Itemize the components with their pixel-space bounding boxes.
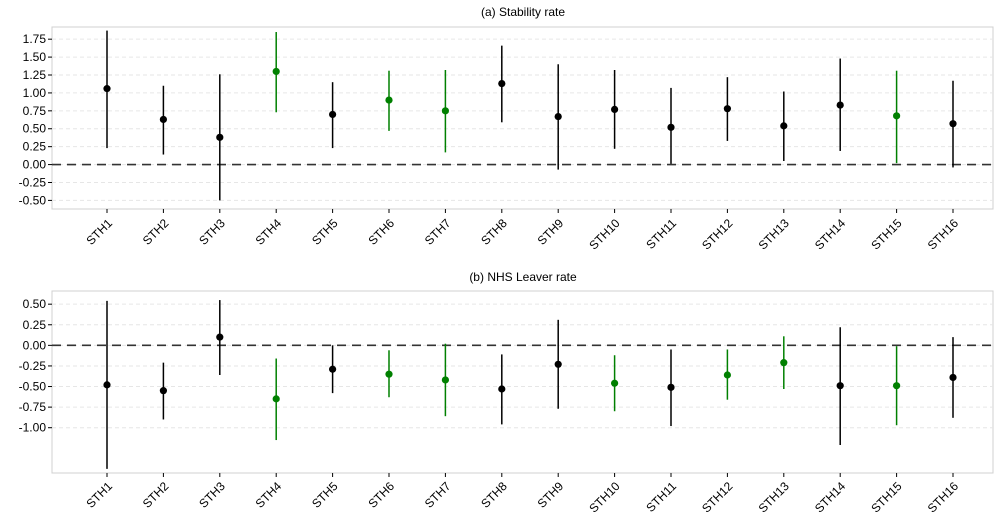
point-estimate bbox=[498, 80, 506, 88]
category-label: STH8 bbox=[478, 479, 510, 511]
y-tick-label: 0.00 bbox=[23, 338, 47, 352]
point-estimate bbox=[329, 110, 337, 119]
category-label: STH2 bbox=[140, 216, 172, 248]
category-label: STH5 bbox=[309, 479, 341, 511]
point-estimate bbox=[780, 359, 788, 367]
category-label: STH2 bbox=[140, 479, 172, 511]
y-tick-label: -0.50 bbox=[19, 193, 47, 207]
point-estimate bbox=[103, 85, 111, 93]
y-tick-label: 0.50 bbox=[23, 122, 47, 136]
point-estimate bbox=[667, 123, 675, 131]
category-label: STH1 bbox=[83, 216, 115, 248]
category-label: STH1 bbox=[83, 479, 115, 511]
plot-frame bbox=[51, 26, 994, 210]
category-label: STH9 bbox=[535, 216, 567, 248]
point-estimate bbox=[723, 371, 732, 379]
category-label: STH10 bbox=[586, 216, 623, 253]
point-estimate bbox=[893, 112, 901, 120]
point-estimate bbox=[949, 120, 957, 128]
y-tick-label: 1.50 bbox=[23, 50, 47, 64]
category-label: STH11 bbox=[643, 216, 679, 252]
y-tick-label: 1.25 bbox=[23, 68, 47, 82]
y-tick-label: 1.00 bbox=[23, 86, 47, 100]
category-label: STH12 bbox=[699, 216, 736, 253]
y-tick-label: 0.50 bbox=[23, 297, 47, 311]
panel-a-title: (a) Stability rate bbox=[481, 5, 565, 19]
category-label: STH16 bbox=[925, 216, 962, 253]
point-estimate bbox=[554, 112, 562, 121]
point-estimate bbox=[554, 360, 562, 368]
point-estimate bbox=[836, 101, 844, 109]
point-estimate bbox=[611, 105, 619, 114]
y-tick-label: 0.00 bbox=[23, 158, 47, 172]
point-estimate bbox=[836, 382, 844, 390]
point-estimate bbox=[103, 381, 111, 389]
category-label: STH5 bbox=[309, 216, 341, 248]
panel-stability-rate: (a) Stability rate 1.75 1.50 1.25 1.00 0.75 0… bbox=[19, 5, 994, 253]
category-label: STH14 bbox=[812, 479, 849, 516]
point-estimate bbox=[949, 373, 957, 382]
point-estimate bbox=[272, 67, 280, 76]
point-estimate bbox=[385, 370, 393, 378]
plot-frame bbox=[51, 290, 994, 474]
category-label: STH15 bbox=[868, 479, 905, 516]
point-estimate bbox=[216, 333, 224, 341]
y-tick-label: 1.75 bbox=[23, 32, 47, 46]
point-estimate bbox=[667, 383, 675, 391]
point-estimate bbox=[272, 395, 280, 403]
category-label: STH6 bbox=[365, 479, 397, 511]
y-tick-label: 0.25 bbox=[23, 140, 47, 154]
point-estimate bbox=[216, 133, 224, 141]
point-estimate bbox=[385, 96, 393, 104]
y-tick-label: 0.75 bbox=[23, 104, 47, 118]
point-estimate bbox=[611, 379, 619, 387]
point-estimate bbox=[723, 105, 732, 113]
y-tick-label: -0.25 bbox=[19, 175, 47, 189]
category-label: STH9 bbox=[535, 479, 567, 511]
point-estimate bbox=[441, 376, 449, 384]
category-label: STH7 bbox=[422, 216, 454, 248]
point-estimate bbox=[159, 115, 167, 124]
category-label: STH7 bbox=[422, 479, 454, 511]
panel-b-title: (b) NHS Leaver rate bbox=[469, 270, 577, 284]
y-tick-label: -1.00 bbox=[19, 421, 47, 435]
y-tick-label: -0.25 bbox=[19, 359, 47, 373]
category-label: STH8 bbox=[478, 216, 510, 248]
y-tick-label: -0.50 bbox=[19, 380, 47, 394]
category-label: STH11 bbox=[643, 479, 679, 515]
category-label: STH16 bbox=[925, 479, 962, 516]
category-label: STH15 bbox=[868, 216, 905, 253]
point-estimate bbox=[159, 387, 167, 395]
category-label: STH12 bbox=[699, 479, 736, 516]
y-tick-label: 0.25 bbox=[23, 318, 47, 332]
panel-nhs-leaver-rate: (b) NHS Leaver rate 0.50 0.25 0.00 -0.25 -0.… bbox=[19, 270, 994, 516]
point-estimate bbox=[893, 382, 901, 390]
category-label: STH6 bbox=[365, 216, 397, 248]
point-estimate bbox=[329, 365, 337, 373]
category-label: STH3 bbox=[196, 479, 228, 511]
category-label: STH13 bbox=[756, 479, 793, 516]
category-label: STH4 bbox=[253, 216, 285, 248]
y-tick-label: -0.75 bbox=[19, 400, 47, 414]
category-label: STH10 bbox=[586, 479, 623, 516]
category-label: STH13 bbox=[756, 216, 793, 253]
category-label: STH14 bbox=[812, 216, 849, 253]
category-label: STH3 bbox=[196, 216, 228, 248]
point-estimate bbox=[498, 385, 506, 393]
point-estimate bbox=[441, 107, 449, 115]
category-label: STH4 bbox=[253, 479, 285, 511]
point-estimate bbox=[780, 122, 788, 130]
